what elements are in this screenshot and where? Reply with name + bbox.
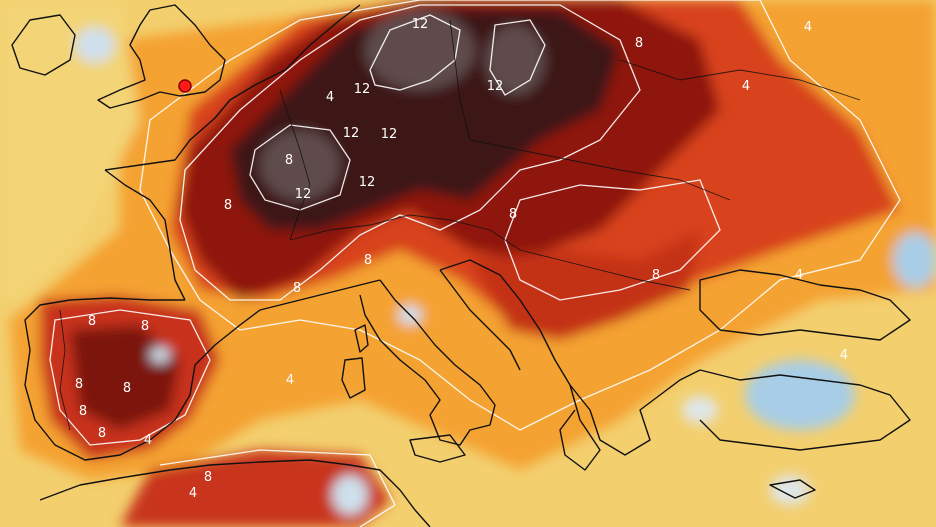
- contour-label: 8: [88, 314, 96, 329]
- contour-label: 12: [381, 127, 398, 142]
- corsica: [354, 324, 369, 353]
- contour-label: 8: [509, 207, 517, 222]
- cold-sicily: [332, 475, 368, 515]
- contour-label: 4: [326, 90, 334, 105]
- contour-label: 8: [123, 381, 131, 396]
- contour-label: 8: [285, 153, 293, 168]
- sardinia: [341, 357, 366, 399]
- grey-core-west: [260, 130, 340, 200]
- contour-label: 8: [224, 198, 232, 213]
- border-central: [469, 139, 731, 201]
- contour-label: 12: [359, 175, 376, 190]
- black-sea-coast: [699, 269, 911, 341]
- contour-label: 4: [144, 433, 152, 448]
- contour-label: 4: [189, 486, 197, 501]
- britain-coast: [97, 4, 226, 109]
- grey-core-east: [485, 25, 545, 95]
- contour-label: 8: [364, 253, 372, 268]
- contour-label: 8: [141, 319, 149, 334]
- sicily: [409, 434, 466, 463]
- contour-label: 8: [75, 377, 83, 392]
- contour-label: 8: [652, 268, 660, 283]
- contour-label-layer: 12 12 12 12 12 12 12 8 8 8 8 8 8 8 8 8 8…: [75, 17, 848, 501]
- anatolia-coast: [699, 369, 911, 451]
- cold-aegean: [682, 396, 718, 424]
- cold-cyprus: [770, 475, 810, 505]
- contour-label: 4: [286, 373, 294, 388]
- contour-8-core: [179, 4, 641, 301]
- border-germany-poland: [449, 19, 471, 141]
- cyprus: [769, 479, 816, 499]
- balkan-coast: [439, 259, 701, 456]
- riviera-coast: [279, 279, 381, 306]
- contour-label: 12: [295, 187, 312, 202]
- contour-label: 12: [487, 79, 504, 94]
- border-ukraine: [619, 59, 861, 101]
- italy-coast: [359, 279, 496, 446]
- grey-core-north: [365, 10, 475, 90]
- france-atlantic-coast: [104, 169, 186, 301]
- contour-12-east: [489, 19, 546, 96]
- atlantic-yellow: [0, 0, 140, 300]
- contour-8-iberia: [49, 309, 211, 446]
- contour-label: 12: [343, 126, 360, 141]
- greece-peninsula: [559, 384, 601, 471]
- contour-4-main: [139, 0, 901, 431]
- contour-12-west: [249, 124, 351, 211]
- europe-north-coast: [104, 4, 361, 171]
- cold-anatolia: [745, 360, 855, 430]
- contour-8-balkan: [504, 179, 721, 301]
- contour-label: 4: [804, 20, 812, 35]
- cold-britain: [75, 27, 115, 63]
- contour-label: 12: [412, 17, 429, 32]
- africa-coast: [39, 459, 431, 527]
- location-marker: [178, 79, 192, 93]
- italy-adriatic-coast: [439, 269, 521, 371]
- africa-heat: [120, 450, 390, 527]
- border-alps: [289, 214, 491, 241]
- contour-label: 8: [98, 426, 106, 441]
- contour-label: 8: [204, 470, 212, 485]
- iberia-coast: [24, 297, 281, 461]
- contour-label: 12: [354, 82, 371, 97]
- contour-label: 4: [742, 79, 750, 94]
- contour-label: 8: [79, 404, 87, 419]
- country-borders: [59, 19, 861, 431]
- contour-label: 8: [293, 281, 301, 296]
- contour-4-africa: [159, 449, 396, 527]
- border-france-germany: [279, 89, 311, 241]
- contour-label: 4: [795, 268, 803, 283]
- cold-iberia: [150, 347, 170, 363]
- contour-lines: [49, 0, 901, 527]
- border-spain-portugal: [59, 309, 71, 431]
- contour-label: 8: [635, 36, 643, 51]
- coastlines: [11, 4, 911, 527]
- border-balkans: [489, 229, 691, 291]
- ireland-coast: [11, 14, 76, 76]
- cold-east: [893, 232, 936, 288]
- contour-label: 4: [840, 348, 848, 363]
